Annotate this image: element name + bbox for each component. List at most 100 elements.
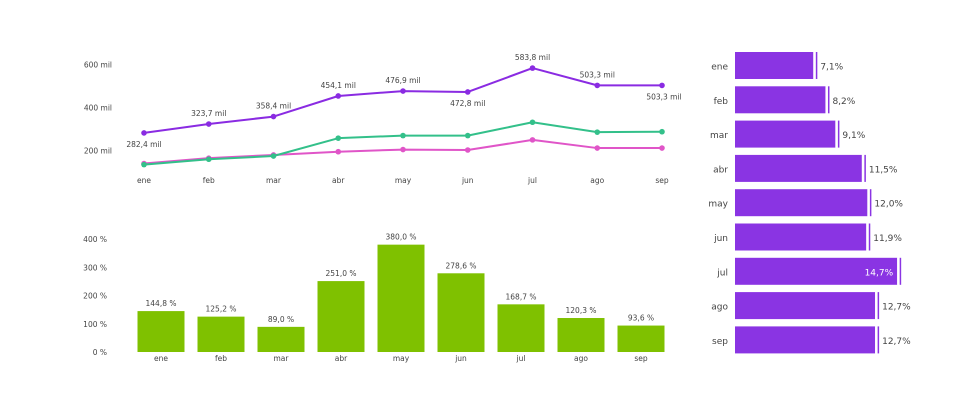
bar	[197, 316, 245, 352]
data-label: 120,3 %	[566, 306, 597, 315]
x-tick-label: sep	[634, 354, 648, 363]
data-label: 583,8 mil	[515, 53, 550, 62]
bar	[377, 244, 425, 352]
bar-edge-line	[868, 223, 871, 251]
data-point	[400, 132, 406, 139]
data-label: 476,9 mil	[385, 76, 420, 85]
data-label: 7,1%	[820, 63, 843, 73]
bar	[735, 326, 876, 354]
bar	[617, 325, 665, 352]
data-label: 125,2 %	[206, 305, 237, 314]
data-label: 12,0%	[874, 200, 903, 210]
x-tick-label: may	[395, 176, 412, 185]
bar-edge-gap	[866, 223, 869, 251]
data-point	[529, 65, 536, 71]
bar-edge-gap	[897, 257, 900, 285]
data-label: 358,4 mil	[256, 102, 291, 111]
bar-edge-gap	[875, 326, 878, 354]
data-label: 12,7%	[882, 337, 911, 347]
data-point	[270, 113, 277, 120]
bar-edge-line	[864, 154, 866, 182]
y-tick-label: sep	[712, 337, 728, 347]
y-tick-label: 100 %	[83, 320, 107, 329]
bar-edge-line	[869, 189, 872, 217]
y-tick-label: feb	[714, 97, 729, 107]
data-point	[594, 129, 601, 135]
bar	[735, 120, 836, 148]
data-label: 89,0 %	[268, 315, 294, 324]
bar-edge-gap	[861, 154, 865, 182]
y-tick-label: 400 %	[83, 235, 107, 244]
data-label: 8,2%	[832, 97, 855, 107]
data-label: 168,7 %	[506, 292, 537, 301]
x-tick-label: feb	[203, 176, 215, 185]
bar-edge-gap	[867, 189, 870, 217]
x-tick-label: jun	[461, 176, 474, 185]
data-point	[529, 137, 536, 143]
data-point	[335, 148, 342, 155]
bar-edge-gap	[813, 52, 816, 79]
data-point	[464, 147, 471, 153]
x-tick-label: mar	[266, 176, 282, 185]
x-tick-label: feb	[215, 354, 227, 363]
y-tick-label: 200 mil	[84, 147, 112, 156]
y-tick-label: 600 mil	[84, 61, 112, 70]
data-point	[659, 82, 665, 89]
data-label: 93,6 %	[628, 314, 654, 323]
data-label: 11,9%	[873, 234, 902, 244]
y-tick-label: ago	[711, 303, 728, 313]
bar	[735, 257, 898, 285]
bar-edge-line	[877, 292, 880, 320]
y-tick-label: jul	[716, 268, 728, 278]
y-tick-label: 300 %	[83, 263, 107, 272]
bar-edge-line	[837, 120, 840, 148]
horizontal-bar-chart: ene 7,1% feb 8,2% mar 9,1% abr 11,5% may 12,0% jun…	[708, 52, 911, 354]
x-tick-label: may	[393, 354, 410, 363]
data-point	[659, 145, 665, 151]
bar	[557, 318, 605, 352]
data-point	[400, 146, 406, 153]
data-label: 454,1 mil	[321, 81, 356, 90]
bar	[317, 281, 365, 352]
data-point	[529, 119, 536, 126]
bar-edge-gap	[875, 292, 878, 320]
data-point	[464, 132, 471, 139]
data-label: 282,4 mil	[126, 140, 161, 149]
y-tick-label: 200 %	[83, 292, 107, 301]
y-tick-label: mar	[710, 131, 728, 141]
data-label: 472,8 mil	[450, 99, 485, 108]
data-label: 278,6 %	[446, 261, 477, 270]
y-tick-label: abr	[713, 165, 728, 175]
bar	[257, 326, 305, 352]
bar-edge-line	[827, 86, 830, 114]
data-label: 503,3 mil	[580, 70, 615, 79]
data-point	[335, 93, 342, 99]
data-point	[594, 145, 601, 151]
data-label: 11,5%	[869, 165, 898, 175]
data-point	[205, 121, 212, 127]
bar	[735, 52, 814, 79]
bar	[137, 311, 185, 352]
bar-edge-line	[899, 257, 902, 285]
data-label: 323,7 mil	[191, 109, 226, 118]
bar	[437, 273, 485, 352]
x-tick-label: ene	[137, 176, 151, 185]
bar-edge-line	[877, 326, 880, 354]
data-label: 144,8 %	[146, 299, 177, 308]
data-label: 380,0 %	[386, 233, 417, 242]
data-label: 14,7%	[865, 268, 894, 278]
bar-edge-line	[815, 52, 818, 79]
y-tick-label: 400 mil	[84, 104, 112, 113]
data-label: 503,3 mil	[646, 92, 681, 101]
y-tick-label: ene	[711, 63, 728, 73]
data-label: 12,7%	[882, 303, 911, 313]
series-line	[143, 121, 663, 166]
x-tick-label: abr	[332, 176, 345, 185]
y-tick-label: may	[708, 200, 728, 210]
data-label: 251,0 %	[326, 269, 357, 278]
x-tick-label: ago	[574, 354, 588, 363]
data-point	[141, 130, 147, 136]
data-point	[141, 161, 147, 168]
data-label: 9,1%	[842, 131, 865, 141]
